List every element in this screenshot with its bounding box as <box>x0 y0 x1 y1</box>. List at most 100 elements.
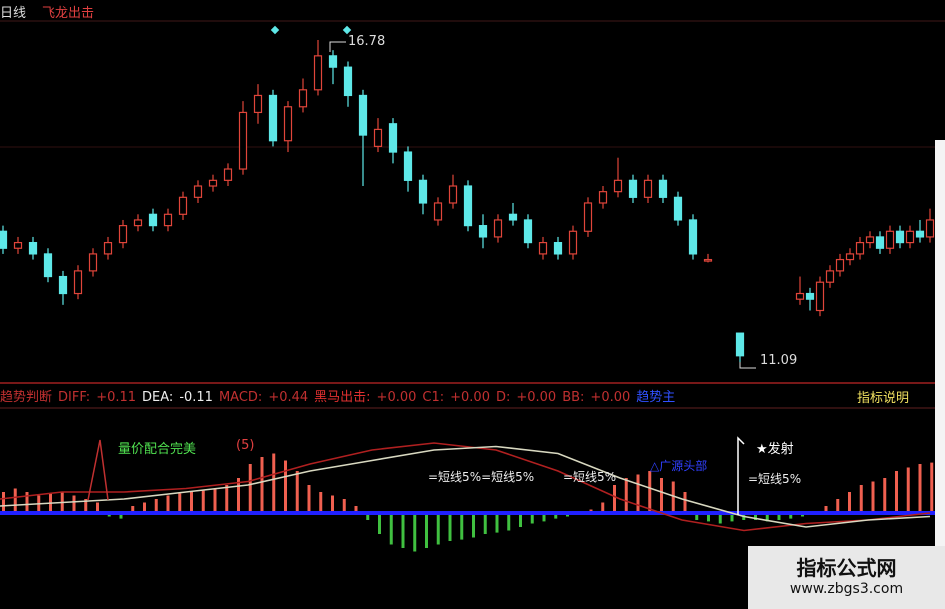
candle-up <box>283 106 293 142</box>
candle-down <box>418 179 428 204</box>
low-price-label: 11.09 <box>760 353 798 368</box>
macd-bar-positive <box>871 481 875 513</box>
macd-bar-negative <box>483 513 487 534</box>
macd-bar-positive <box>213 488 217 513</box>
high-pointer <box>329 41 346 52</box>
macd-bar-positive <box>883 478 887 513</box>
macd-bar-negative <box>789 513 793 519</box>
candle-down <box>508 213 518 221</box>
candle-down <box>895 230 905 244</box>
macd-bar-negative <box>366 513 370 520</box>
candle-down <box>628 179 638 198</box>
high-price-label: 16.78 <box>348 34 386 49</box>
macd-bar-positive <box>930 462 934 513</box>
indicator-name[interactable]: 飞龙出击 <box>42 6 95 21</box>
candle-down <box>735 332 745 357</box>
signal-spike <box>87 439 109 501</box>
signal-marker <box>342 25 352 35</box>
blue-tag-annotation: △广源头部 <box>650 459 708 473</box>
macd-bar-negative <box>448 513 452 541</box>
watermark-url: www.zbgs3.com <box>789 581 904 597</box>
macd-bar-positive <box>272 453 276 513</box>
candle-up <box>613 179 623 193</box>
hm-label: 黑马出击: <box>314 390 371 405</box>
volume-price-annotation: 量价配合完美 <box>118 442 197 457</box>
candle-up <box>13 241 23 249</box>
candle-down <box>915 230 925 238</box>
d-value: +0.00 <box>516 390 557 405</box>
candle-up <box>568 230 578 255</box>
launch-annotation: ★发射 <box>756 442 794 457</box>
macd-bar-negative <box>554 513 558 519</box>
macd-bar-positive <box>307 485 311 513</box>
candle-down <box>28 241 38 255</box>
candle-down <box>328 55 338 68</box>
dea-line <box>0 445 931 528</box>
candle-up <box>865 236 875 244</box>
macd-bar-negative <box>460 513 464 540</box>
macd-bar-positive <box>636 474 640 513</box>
macd-bar-positive <box>154 499 158 513</box>
macd-bar-positive <box>2 492 5 513</box>
diff-label: DIFF: <box>58 390 91 405</box>
candle-up <box>815 281 825 312</box>
candle-up <box>703 258 713 262</box>
macd-bar-positive <box>190 492 193 513</box>
macd-bar-negative <box>777 513 781 520</box>
candle-down <box>43 253 53 278</box>
macd-bar-positive <box>131 506 135 513</box>
candle-up <box>643 179 653 198</box>
macd-value: +0.44 <box>268 390 309 405</box>
macd-bar-positive <box>683 492 687 513</box>
candle-up <box>493 219 503 238</box>
candle-up <box>103 241 113 255</box>
macd-bar-positive <box>260 457 264 513</box>
macd-bar-negative <box>413 513 417 552</box>
macd-bar-negative <box>765 513 769 522</box>
dea-value: -0.11 <box>179 390 213 405</box>
candle-up <box>178 196 188 215</box>
macd-bar-positive <box>906 467 910 513</box>
candle-up <box>433 202 443 221</box>
macd-bar-negative <box>401 513 405 548</box>
candle-up <box>298 89 308 108</box>
macd-bar-positive <box>25 492 29 513</box>
candle-down <box>673 196 683 221</box>
candle-down <box>478 225 488 238</box>
candle-up <box>925 219 935 238</box>
macd-bar-positive <box>225 485 229 513</box>
macd-bar-negative <box>542 513 546 522</box>
macd-bar-positive <box>859 485 863 513</box>
watermark-title: 指标公式网 <box>796 556 897 580</box>
candle-down <box>268 94 278 142</box>
macd-bar-positive <box>895 471 898 513</box>
candle-up <box>885 230 895 249</box>
candle-down <box>875 236 885 249</box>
macd-bar-negative <box>519 513 522 527</box>
diff-line <box>0 442 931 532</box>
candle-up <box>795 292 805 300</box>
volume-price-num: (5) <box>236 438 255 453</box>
macd-bar-positive <box>613 485 616 513</box>
period-label[interactable]: 日线 <box>0 6 27 21</box>
indicator-help-link[interactable]: 指标说明 <box>857 391 910 406</box>
c1-value: +0.00 <box>450 390 490 405</box>
macd-bar-positive <box>248 464 252 513</box>
macd-bar-positive <box>342 499 346 513</box>
candle-up <box>223 168 233 181</box>
candle-up <box>118 225 128 244</box>
macd-bar-negative <box>754 513 757 520</box>
macd-bar-negative <box>425 513 428 548</box>
macd-bar-negative <box>436 513 440 545</box>
candle-down <box>343 66 353 97</box>
macd-bar-positive <box>319 492 323 513</box>
candle-up <box>73 270 83 295</box>
launch-arrow <box>737 436 745 515</box>
short-term-annotation: =短线5%=短线5% <box>428 470 535 484</box>
macd-bar-positive <box>143 502 146 513</box>
candle-down <box>688 219 698 255</box>
macd-bar-positive <box>178 493 182 513</box>
candle-up <box>835 258 845 272</box>
